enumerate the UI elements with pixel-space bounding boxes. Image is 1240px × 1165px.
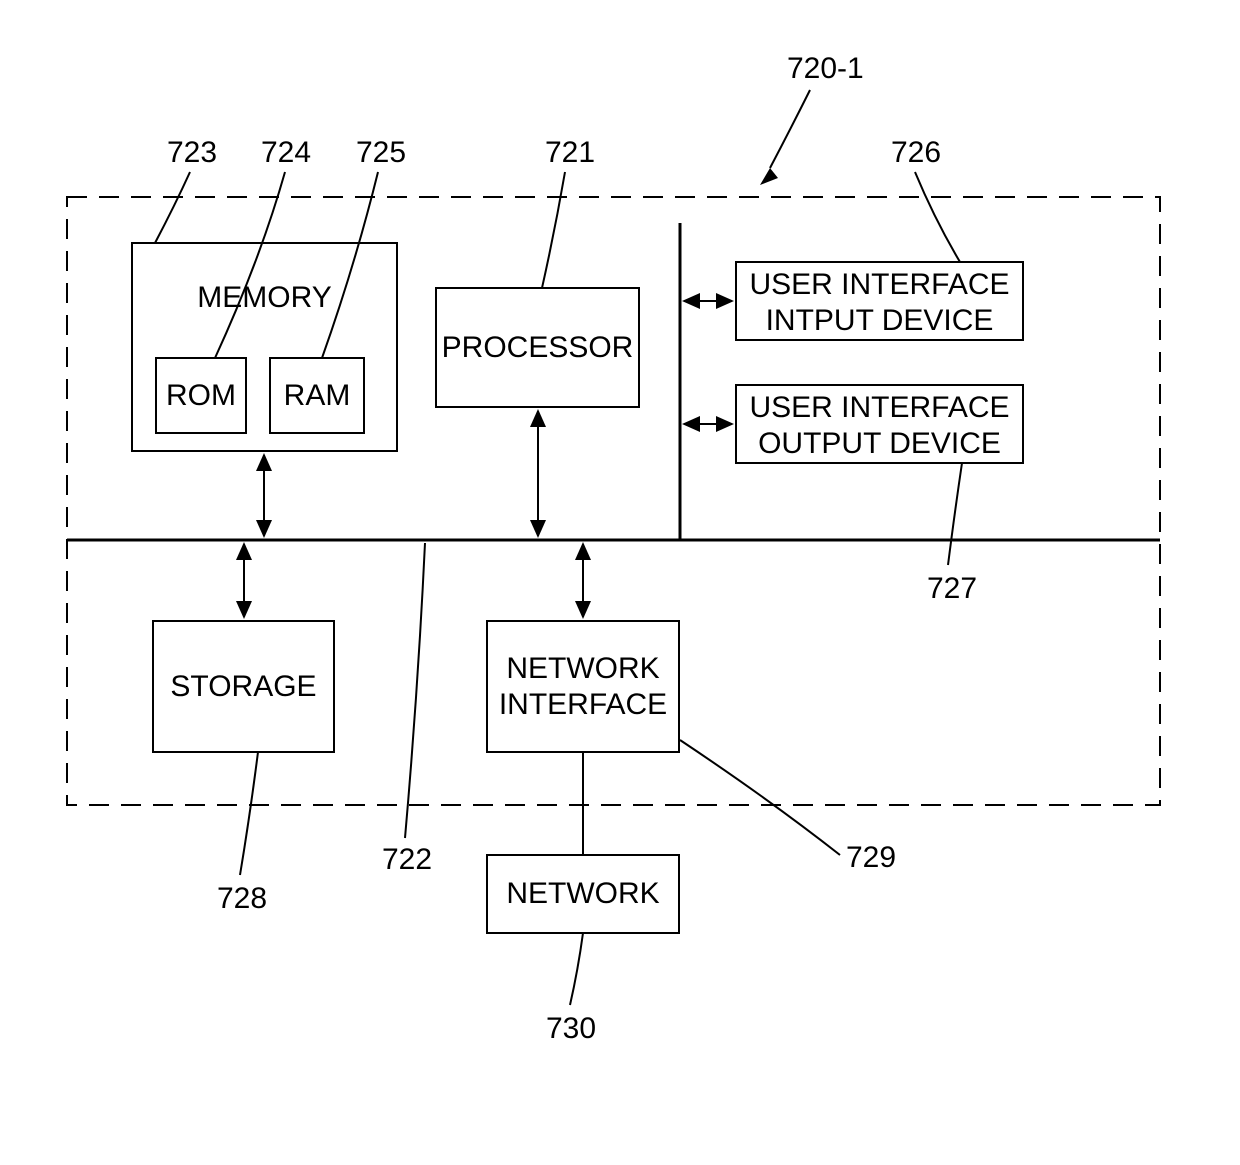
- memory-label: MEMORY: [132, 280, 397, 316]
- ref-730: 730: [546, 1012, 596, 1046]
- ref-723: 723: [167, 136, 217, 170]
- leader-723: [155, 172, 190, 243]
- block-diagram: MEMORY ROM RAM PROCESSOR USER INTERFACE …: [0, 0, 1240, 1165]
- ref-727: 727: [927, 572, 977, 606]
- diagram-svg: [0, 0, 1240, 1165]
- leader-722: [405, 543, 425, 838]
- ref-726: 726: [891, 136, 941, 170]
- ref-721: 721: [545, 136, 595, 170]
- leader-726: [915, 172, 960, 262]
- leader-730: [570, 933, 583, 1005]
- ref-720-1: 720-1: [787, 52, 864, 86]
- ram-label: RAM: [270, 378, 364, 414]
- leader-720-1: [770, 90, 810, 168]
- ui-input-label: USER INTERFACE INTPUT DEVICE: [736, 267, 1023, 339]
- leader-729: [680, 740, 840, 855]
- network-label: NETWORK: [487, 876, 679, 912]
- ui-output-label: USER INTERFACE OUTPUT DEVICE: [736, 390, 1023, 462]
- ref-725: 725: [356, 136, 406, 170]
- leader-728: [240, 752, 258, 875]
- leader-724: [215, 172, 285, 358]
- rom-label: ROM: [156, 378, 246, 414]
- memory-box: [132, 243, 397, 451]
- ref-728: 728: [217, 882, 267, 916]
- ref-729: 729: [846, 841, 896, 875]
- ref-724: 724: [261, 136, 311, 170]
- storage-label: STORAGE: [153, 669, 334, 705]
- leader-721: [542, 172, 565, 288]
- ref-722: 722: [382, 843, 432, 877]
- leader-720-1-arrow: [760, 168, 778, 185]
- leader-727: [948, 463, 962, 565]
- leader-725: [322, 172, 378, 358]
- netif-label: NETWORK INTERFACE: [487, 651, 679, 723]
- processor-label: PROCESSOR: [436, 330, 639, 366]
